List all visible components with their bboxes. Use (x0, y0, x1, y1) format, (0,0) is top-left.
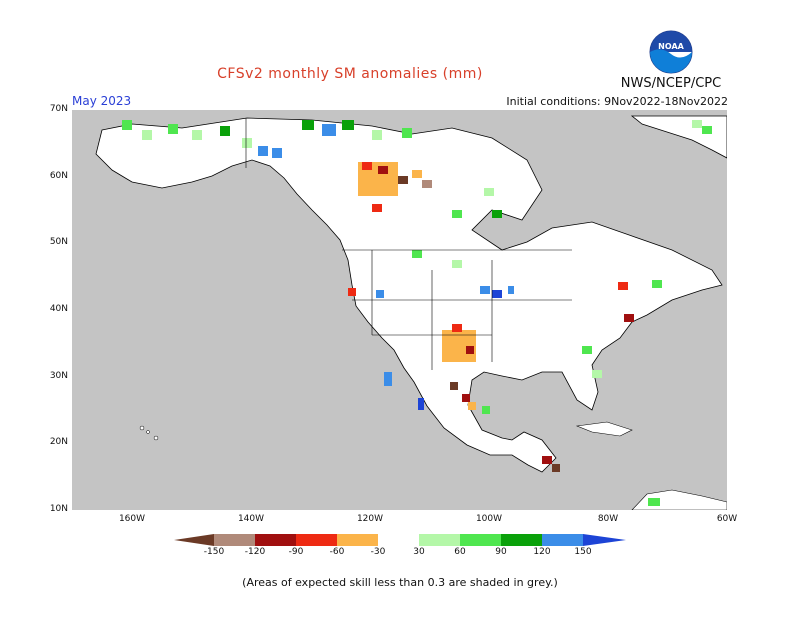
noaa-logo: NOAA (649, 30, 693, 74)
legend-tick: 60 (454, 547, 466, 557)
lat-label-20: 20N (49, 437, 68, 447)
lon-label-160w: 160W (118, 514, 146, 524)
legend-swatch-below-150 (174, 534, 214, 546)
alaska-islands (139, 425, 159, 441)
legend-tick: 150 (574, 547, 592, 557)
north-america-land (95, 117, 723, 473)
legend-swatch-30-60 (419, 534, 460, 546)
legend-swatch-120-90 (255, 534, 296, 546)
legend-tick: 120 (533, 547, 551, 557)
chart-title: CFSv2 monthly SM anomalies (mm) (217, 66, 483, 82)
cuba-island (575, 421, 633, 437)
lon-label-100w: 100W (475, 514, 503, 524)
legend-tick: 90 (495, 547, 507, 557)
legend-swatch-150-120 (214, 534, 255, 546)
lat-label-50: 50N (49, 237, 68, 247)
legend-tick: -30 (370, 547, 386, 557)
lat-label-70: 70N (49, 104, 68, 114)
legend-tick: -90 (288, 547, 304, 557)
legend-tick: -150 (203, 547, 225, 557)
legend-tick: -120 (244, 547, 266, 557)
soil-moisture-anomaly-cells (122, 120, 712, 506)
anomaly-map (72, 110, 727, 510)
legend-swatch-90-120 (501, 534, 542, 546)
lon-label-60w: 60W (716, 514, 738, 524)
legend-swatch-neutral (378, 534, 419, 546)
lon-label-80w: 80W (597, 514, 619, 524)
lon-label-120w: 120W (356, 514, 384, 524)
lon-label-140w: 140W (237, 514, 265, 524)
legend-swatch-90-60 (296, 534, 337, 546)
agency-label: NWS/NCEP/CPC (620, 76, 722, 91)
initial-conditions: Initial conditions: 9Nov2022-18Nov2022 (506, 95, 728, 108)
legend-swatch-60-30 (337, 534, 378, 546)
svg-text:NOAA: NOAA (658, 42, 684, 51)
legend-tick: 30 (413, 547, 425, 557)
legend-swatch-60-90 (460, 534, 501, 546)
legend-tick: -60 (329, 547, 345, 557)
lat-label-60: 60N (49, 171, 68, 181)
political-boundaries (245, 118, 572, 370)
lat-label-30: 30N (49, 371, 68, 381)
color-legend (174, 534, 626, 546)
legend-swatch-above-150 (583, 534, 626, 546)
legend-swatch-120-150 (542, 534, 583, 546)
lat-label-10: 10N (49, 504, 68, 514)
lat-label-40: 40N (49, 304, 68, 314)
skill-footnote: (Areas of expected skill less than 0.3 a… (242, 576, 558, 589)
forecast-month: May 2023 (72, 94, 132, 108)
